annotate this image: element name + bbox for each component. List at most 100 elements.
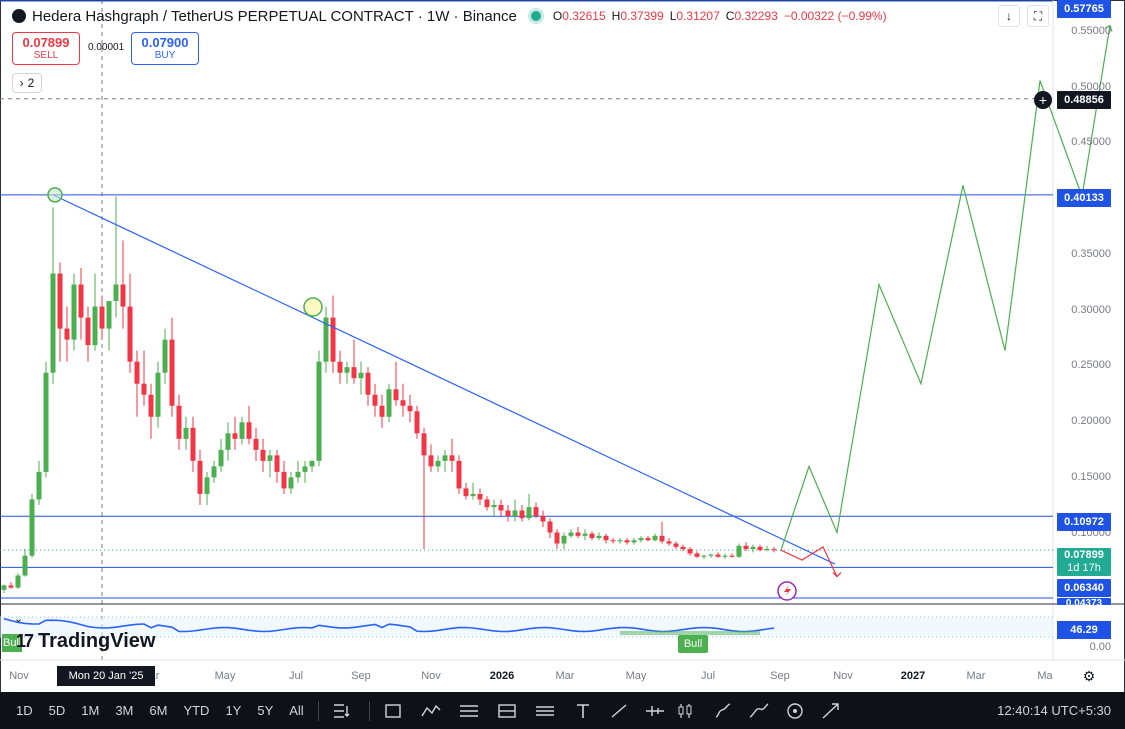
clock-timezone[interactable]: 12:40:14 UTC+5:30 [997,703,1111,718]
candle-body [127,306,133,362]
level-label-top[interactable]: 0.57765 [1057,0,1111,18]
trendline-tool-icon[interactable] [606,698,632,724]
alert-bolt-glyph [784,585,791,597]
text-tool-icon[interactable] [570,698,596,724]
chart-top-controls-2: ⛶ [1027,5,1049,27]
oscillator-value-label: 46.29 [1057,621,1111,639]
candle-body [589,533,595,539]
chart-canvas[interactable] [0,0,1125,692]
touch-circle [303,297,323,317]
candle-body [211,466,217,478]
brush-tool-icon[interactable] [710,698,736,724]
buy-button[interactable]: 0.07900 BUY [131,32,199,65]
time-tick: May [625,670,647,682]
timeframe-1d[interactable]: 1D [16,703,33,718]
rectangle-tool-icon[interactable] [380,698,406,724]
price-tick: 0.20000 [1071,415,1111,427]
candle-body [36,471,42,500]
oscillator-band [0,617,1053,637]
spread-value: 0.00001 [88,42,125,53]
candle-body [316,361,322,461]
candle-body [610,540,616,542]
oscillator-zero-tick: 0.00 [1089,641,1111,653]
crosshair-price-label: 0.48856 [1057,91,1111,109]
candle-body [722,555,728,557]
timeframe-1y[interactable]: 1Y [225,703,242,718]
candle-body [344,367,350,373]
candle-body [386,389,392,417]
candle-body [295,471,301,478]
candle-body [743,545,749,550]
download-arrow-icon[interactable]: ↓ [998,5,1020,27]
pen-tool-icon[interactable] [746,698,772,724]
candle-body [673,543,679,547]
timeframe-5y[interactable]: 5Y [257,703,274,718]
horizontal-lines-icon[interactable] [532,698,558,724]
timeframe-ytd[interactable]: YTD [183,703,210,718]
candle-body [533,507,539,516]
level-label-high[interactable]: 0.40133 [1057,189,1111,207]
pattern-tool-icon[interactable] [418,698,444,724]
chevron-down-icon[interactable]: ⌄ [14,613,24,625]
candle-body [232,433,238,439]
candle-body [435,460,441,467]
indicators-toggle[interactable]: › 2 [12,73,42,93]
symbol-logo-icon [12,9,26,23]
gear-icon[interactable]: ⚙ [1082,668,1096,684]
toolbar-divider [317,700,319,721]
date-range-icon[interactable] [329,698,355,724]
price-change: −0.00322 (−0.99%) [783,9,887,23]
candle-body [155,372,161,417]
timeframe-6m[interactable]: 6M [149,703,168,718]
market-status-icon [530,11,541,21]
candles-icon[interactable] [672,698,698,724]
candle-body [582,533,588,536]
fib-tool-icon[interactable] [456,698,482,724]
candle-body [393,389,399,401]
plus-icon[interactable]: + [1034,91,1052,109]
price-tick: 0.15000 [1071,471,1111,483]
candle-body [631,540,637,543]
chart-header: Hedera Hashgraph / TetherUS PERPETUAL CO… [12,6,887,26]
level-label-bottom[interactable]: 0.04373 [1057,598,1111,605]
candle-body [267,455,273,461]
projection-up-path [780,25,1111,551]
candle-body [456,460,462,489]
eye-icon[interactable] [782,698,808,724]
candle-body [225,433,231,450]
timeframe-3m[interactable]: 3M [115,703,134,718]
timeframe-5d[interactable]: 5D [48,703,66,718]
candle-body [22,555,28,576]
candle-body [491,504,497,508]
chart-top-controls: ↓ [998,5,1020,27]
candle-body [281,471,287,489]
candle-body [337,361,343,373]
candle-body [421,433,427,456]
long-position-icon[interactable] [642,698,668,724]
candle-body [561,535,567,544]
oscillator-line [3,617,775,633]
candle-body [148,394,154,417]
timeframe-1m[interactable]: 1M [81,703,100,718]
candle-body [246,422,252,439]
time-tick: Jul [288,670,304,682]
tradingview-logo[interactable]: 17 TradingView [16,630,156,652]
candle-body [624,540,630,543]
projection-up-arrowhead [1104,24,1113,32]
candle-body [106,301,112,329]
candle-body [554,532,560,544]
candle-body [526,507,532,519]
level-label-mid[interactable]: 0.10972 [1057,513,1111,531]
candle-body [141,383,147,395]
symbol-title[interactable]: Hedera Hashgraph / TetherUS PERPETUAL CO… [32,7,517,25]
arrow-tool-icon[interactable] [818,698,844,724]
candle-body [260,449,266,461]
candle-body [113,284,119,302]
candle-body [771,549,777,551]
timeframe-all[interactable]: All [289,703,304,718]
level-label-low[interactable]: 0.06340 [1057,579,1111,597]
fullscreen-icon[interactable]: ⛶ [1027,5,1049,27]
position-tool-icon[interactable] [494,698,520,724]
ohlc-values: O0.32615 H0.37399 L0.31207 C0.32293 −0.0… [552,9,887,23]
sell-button[interactable]: 0.07899 SELL [12,32,80,65]
